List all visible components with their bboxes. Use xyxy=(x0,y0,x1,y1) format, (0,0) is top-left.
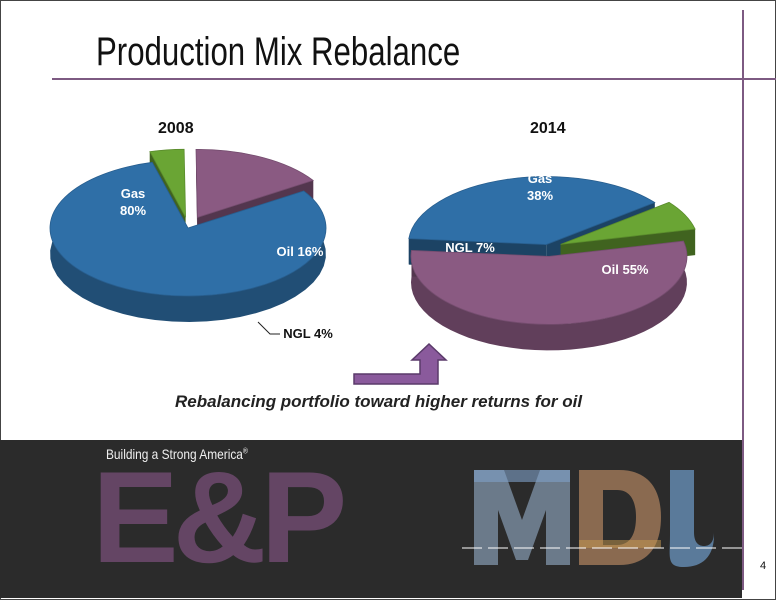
data-label-gas: Gas 38% xyxy=(527,171,553,203)
pie-slice-oil xyxy=(195,149,315,218)
pie-slice-oil xyxy=(410,240,688,325)
slide-title: Production Mix Rebalance xyxy=(96,30,461,74)
transition-arrow xyxy=(353,342,448,385)
registered-mark: ® xyxy=(242,446,248,456)
data-label-ngl: NGL 4% xyxy=(283,326,333,341)
data-label-ngl: NGL 7% xyxy=(445,240,495,255)
data-label-oil: Oil 16% xyxy=(277,244,324,259)
pie-slice-gas xyxy=(49,161,327,297)
chart-caption: Rebalancing portfolio toward higher retu… xyxy=(175,392,583,411)
data-label-oil: Oil 55% xyxy=(602,262,649,277)
ngl-leader-line xyxy=(257,321,280,335)
ep-logo: E&P xyxy=(92,444,347,590)
mdu-logo-letters xyxy=(474,470,714,567)
pie-2014: Gas 38% NGL 7% Oil 55% xyxy=(408,171,696,351)
pie-slice-ngl xyxy=(149,148,186,218)
pie-2008: Gas 80% NGL 4% Oil 16% xyxy=(49,148,333,341)
pie-slice-ngl xyxy=(560,201,696,245)
page-number: 4 xyxy=(760,560,767,572)
title-rule xyxy=(52,78,776,80)
data-label-gas: Gas 80% xyxy=(120,186,146,218)
chart-title-2014: 2014 xyxy=(530,120,566,137)
footer-tagline: Building a Strong America® xyxy=(106,446,248,462)
chart-title-2008: 2008 xyxy=(158,120,194,137)
pie-slice-side-oil xyxy=(411,241,687,351)
footer-band xyxy=(0,440,742,598)
side-rule xyxy=(742,10,744,590)
pie-slice-gas xyxy=(408,176,656,245)
